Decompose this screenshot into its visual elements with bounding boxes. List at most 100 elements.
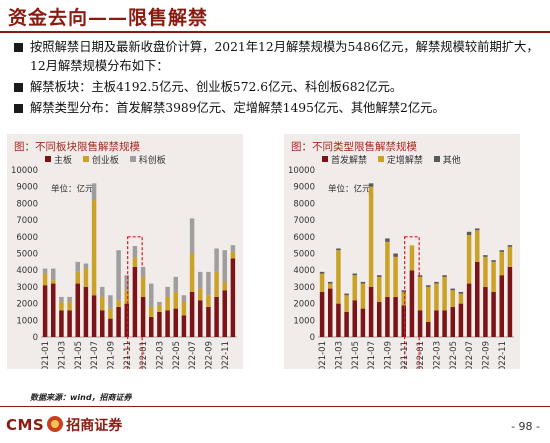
logo-chinese-text: 招商证券 xyxy=(66,418,123,434)
legend-swatch xyxy=(82,156,89,162)
bar-segment xyxy=(434,310,439,337)
title-divider xyxy=(0,31,550,33)
bar-segment xyxy=(59,310,64,337)
bar-segment xyxy=(377,275,382,277)
logo-emblem-icon xyxy=(47,416,64,432)
bar-segment xyxy=(108,318,113,337)
bar-segment xyxy=(222,250,227,282)
bar-segment xyxy=(59,301,64,311)
bar-segment xyxy=(91,183,97,201)
bar-segment xyxy=(466,235,472,284)
bullet-text: 解禁类型分布：首发解禁3989亿元、定增解禁1495亿元、其他解禁2亿元。 xyxy=(30,101,445,115)
bar-segment xyxy=(352,275,357,301)
bar-segment xyxy=(417,276,423,311)
bar-segment xyxy=(507,245,513,247)
bar-segment xyxy=(466,231,472,236)
bar-segment xyxy=(140,266,146,277)
bar-segment xyxy=(475,261,480,337)
x-tick-label: 2022-03 xyxy=(155,341,165,369)
x-tick-label: 2021-03 xyxy=(57,341,67,369)
chart-title: 图：不同板块限售解禁规模 xyxy=(14,141,140,153)
bar-segment xyxy=(344,311,349,337)
bar-segment xyxy=(491,260,496,262)
bar-segment xyxy=(181,295,187,302)
bar-segment xyxy=(401,305,406,337)
bar-segment xyxy=(475,228,480,231)
x-tick-label: 2021-05 xyxy=(74,341,84,369)
y-tick-label: 6000 xyxy=(293,233,315,243)
x-tick-label: 2021-01 xyxy=(41,341,51,369)
bar-segment xyxy=(140,296,146,337)
bar-segment xyxy=(149,283,154,307)
bar-segment xyxy=(393,296,398,337)
bar-segment xyxy=(67,310,72,337)
bar-segment xyxy=(75,271,80,284)
bar-segment xyxy=(434,281,439,284)
bar-segment xyxy=(214,271,219,297)
bar-segment xyxy=(124,275,129,291)
bar-segment xyxy=(499,275,504,337)
bar-segment xyxy=(140,276,146,297)
bar-segment xyxy=(51,268,56,281)
bar-segment xyxy=(466,283,472,337)
x-tick-label: 2021-01 xyxy=(318,341,328,369)
legend-label: 定增解禁 xyxy=(386,156,423,166)
bar-segment xyxy=(157,301,162,306)
slide-title: 资金去向——限售解禁 xyxy=(8,7,209,29)
y-tick-label: 5000 xyxy=(16,250,38,260)
y-tick-label: 1000 xyxy=(16,316,38,326)
bar-segment xyxy=(198,271,203,289)
bar-segment xyxy=(319,271,325,274)
legend-item: 科创板 xyxy=(129,153,166,166)
bar-segment xyxy=(336,250,341,304)
bar-segment xyxy=(116,250,121,301)
y-tick-label: 7000 xyxy=(16,216,38,226)
bar-segment xyxy=(83,263,89,269)
bar-segment xyxy=(83,268,89,287)
page-number: - 98 - xyxy=(511,420,540,433)
bar-segment xyxy=(230,251,236,259)
bar-segment xyxy=(401,290,406,292)
bar-segment xyxy=(51,280,56,284)
bar-segment xyxy=(409,245,415,271)
x-tick-label: 2021-07 xyxy=(90,341,100,369)
bullet-text: 解禁板块：主板4192.5亿元、创业板572.6亿元、科创板682亿元。 xyxy=(30,80,403,94)
legend-item: 首发解禁 xyxy=(322,153,367,166)
stacked-bar-chart: 0 1000 2000 3000 4000 5000 6000 7000 8000 9000 100… xyxy=(288,166,514,369)
bar-segment xyxy=(385,238,390,242)
y-tick-label: 4000 xyxy=(16,266,38,276)
bar-segment xyxy=(206,306,211,337)
unit-label: 单位：亿元 xyxy=(51,184,94,195)
bar-segment xyxy=(426,285,431,287)
bar-segment xyxy=(360,281,366,284)
bar-segment xyxy=(67,296,72,302)
bar-segment xyxy=(42,268,48,274)
bar-segment xyxy=(377,276,382,302)
bullet-text: 按照解禁日期及最新收盘价计算，2021年12月解禁规模为5486亿元，解禁规模较… xyxy=(30,40,539,73)
bar-segment xyxy=(157,305,162,312)
source-note: 数据来源：wind，招商证券 xyxy=(30,393,132,402)
bar-segment xyxy=(75,261,80,272)
bar-segment xyxy=(426,321,431,337)
bar-segment xyxy=(434,283,439,311)
x-tick-label: 2021-07 xyxy=(367,341,377,369)
x-tick-label: 2021-11 xyxy=(123,341,133,369)
bar-segment xyxy=(385,296,390,337)
chart-panel-by-board: 图：不同板块限售解禁规模 主板 创业板 科创板 0 1000 2000 3000 400… xyxy=(7,134,243,369)
x-tick-label: 2022-11 xyxy=(221,341,231,369)
y-tick-label: 1000 xyxy=(293,316,315,326)
bar-segment xyxy=(336,303,341,337)
bar-segment xyxy=(173,276,178,292)
bar-segment xyxy=(328,281,333,284)
bar-segment xyxy=(393,256,398,297)
bar-segment xyxy=(442,276,447,311)
bar-segment xyxy=(401,291,406,306)
bar-segment xyxy=(483,255,488,257)
bar-segment xyxy=(116,306,121,337)
bar-segment xyxy=(51,283,56,337)
y-tick-label: 10000 xyxy=(11,166,38,176)
bar-segment xyxy=(385,241,390,297)
bullet-item: 解禁类型分布：首发解禁3989亿元、定增解禁1495亿元、其他解禁2亿元。 xyxy=(14,99,544,118)
logo-text: CMS xyxy=(6,416,45,434)
y-tick-label: 4000 xyxy=(293,266,315,276)
